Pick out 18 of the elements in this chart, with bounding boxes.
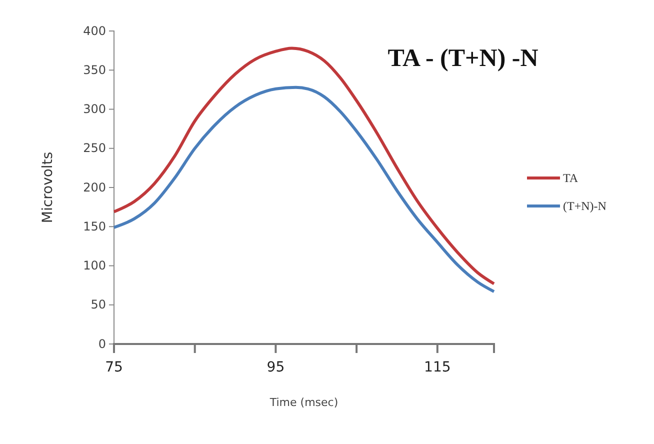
x-tick-label: 95 xyxy=(266,359,285,376)
y-tick-label: 0 xyxy=(98,336,106,351)
y-tick-label: 250 xyxy=(83,141,106,156)
x-tick-label: 115 xyxy=(424,359,451,376)
y-tick-label: 300 xyxy=(83,102,106,116)
y-tick-label: 400 xyxy=(83,24,106,38)
line-series xyxy=(112,86,496,294)
y-tick-label: 50 xyxy=(90,298,106,312)
y-axis-title: Microvolts xyxy=(40,152,56,224)
y-tick-label: 200 xyxy=(83,180,106,194)
x-axis-title: Time (msec) xyxy=(268,396,338,409)
y-tick-label: 150 xyxy=(83,219,106,234)
x-tick-label: 75 xyxy=(105,359,123,376)
legend-label: TA xyxy=(563,171,578,185)
y-tick-label: 100 xyxy=(83,258,106,273)
y-tick-label: 350 xyxy=(83,62,106,77)
legend-label: (T+N)-N xyxy=(563,199,607,213)
text: TA - (T+N) -N xyxy=(388,45,538,72)
